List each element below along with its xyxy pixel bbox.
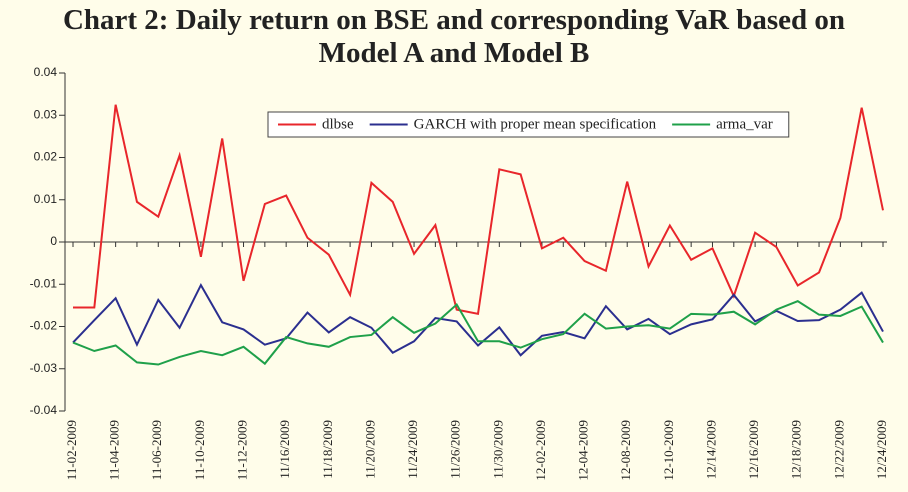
x-tick-label: 11-04-2009 (107, 420, 122, 480)
y-tick-label: -0.03 (30, 361, 58, 375)
x-tick-label: 12/22/2009 (831, 420, 846, 479)
x-tick-label: 12/16/2009 (746, 420, 761, 479)
x-tick-label: 11/26/2009 (448, 420, 463, 479)
y-tick-label: 0.02 (34, 150, 58, 164)
x-tick-label: 11/24/2009 (405, 420, 420, 479)
legend-label: GARCH with proper mean specification (414, 116, 657, 132)
x-tick-label: 11-12-2009 (235, 420, 250, 480)
y-tick-label: 0.01 (34, 192, 58, 206)
x-tick-label: 11-06-2009 (149, 420, 164, 480)
legend-label: dlbse (322, 116, 354, 132)
data-line (72, 300, 884, 366)
data-line (73, 104, 884, 316)
y-tick-label: -0.02 (30, 319, 58, 333)
x-tick-label: 11/18/2009 (320, 420, 335, 479)
x-tick-label: 11/30/2009 (490, 420, 505, 479)
x-tick-label: 12-10-2009 (661, 420, 676, 481)
y-tick-label: 0 (50, 234, 57, 248)
x-tick-label: 12-08-2009 (618, 420, 633, 481)
x-tick-label: 11-02-2009 (64, 420, 79, 480)
legend-label: arma_var (716, 116, 773, 132)
y-tick-label: -0.04 (30, 403, 58, 417)
x-tick-label: 11-10-2009 (192, 420, 207, 480)
y-tick-label: 0.04 (34, 65, 58, 79)
x-tick-label: 11/16/2009 (277, 420, 292, 479)
y-tick-label: -0.01 (30, 276, 58, 290)
x-tick-label: 12/14/2009 (703, 420, 718, 479)
y-tick-label: 0.03 (34, 107, 58, 121)
x-tick-label: 12/18/2009 (789, 420, 804, 479)
x-tick-label: 12/24/2009 (874, 420, 889, 479)
chart-title: Chart 2: Daily return on BSE and corresp… (62, 4, 846, 69)
x-tick-label: 12-02-2009 (533, 420, 548, 481)
x-tick-label: 11/20/2009 (362, 420, 377, 479)
data-line (72, 282, 884, 357)
x-tick-label: 12-04-2009 (576, 420, 591, 481)
